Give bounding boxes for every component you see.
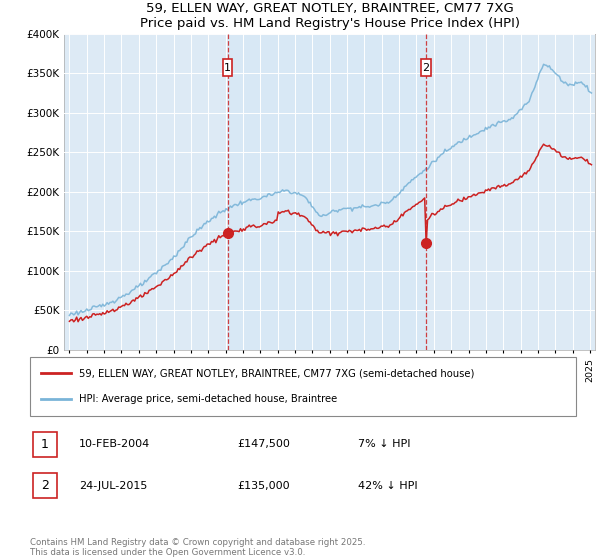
Text: 10-FEB-2004: 10-FEB-2004 bbox=[79, 439, 151, 449]
Text: 1: 1 bbox=[224, 63, 231, 73]
Text: HPI: Average price, semi-detached house, Braintree: HPI: Average price, semi-detached house,… bbox=[79, 394, 337, 404]
Bar bbox=[223, 59, 232, 76]
Text: £147,500: £147,500 bbox=[238, 439, 290, 449]
Text: 59, ELLEN WAY, GREAT NOTLEY, BRAINTREE, CM77 7XG (semi-detached house): 59, ELLEN WAY, GREAT NOTLEY, BRAINTREE, … bbox=[79, 368, 475, 378]
Bar bbox=[33, 432, 58, 456]
Text: 42% ↓ HPI: 42% ↓ HPI bbox=[358, 481, 417, 491]
Text: 2: 2 bbox=[41, 479, 49, 492]
Text: 7% ↓ HPI: 7% ↓ HPI bbox=[358, 439, 410, 449]
Bar bbox=[33, 473, 58, 498]
Text: 1: 1 bbox=[41, 438, 49, 451]
Text: 2: 2 bbox=[422, 63, 430, 73]
Bar bbox=[421, 59, 431, 76]
Bar bbox=[227, 34, 426, 350]
Text: £135,000: £135,000 bbox=[238, 481, 290, 491]
Text: Contains HM Land Registry data © Crown copyright and database right 2025.
This d: Contains HM Land Registry data © Crown c… bbox=[30, 538, 365, 557]
Title: 59, ELLEN WAY, GREAT NOTLEY, BRAINTREE, CM77 7XG
Price paid vs. HM Land Registry: 59, ELLEN WAY, GREAT NOTLEY, BRAINTREE, … bbox=[140, 2, 520, 30]
Text: 24-JUL-2015: 24-JUL-2015 bbox=[79, 481, 148, 491]
